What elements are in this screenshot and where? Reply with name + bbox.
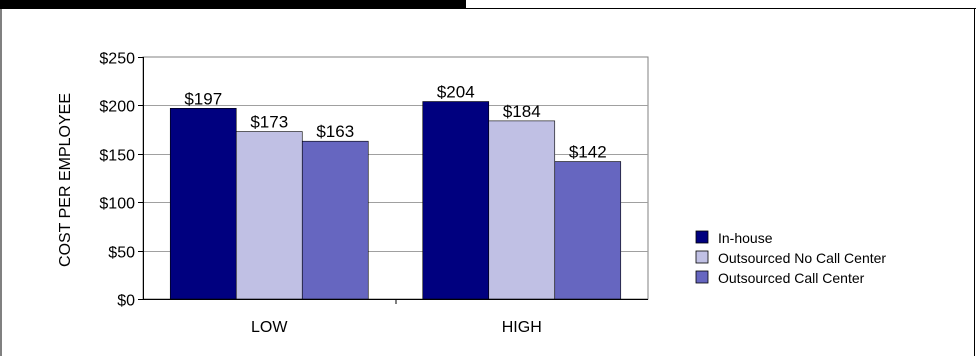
y-tick-label: $50 bbox=[108, 245, 135, 262]
bar bbox=[301, 140, 369, 300]
legend-label: Outsourced No Call Center bbox=[718, 250, 886, 266]
data-label: $142 bbox=[569, 143, 607, 162]
bar bbox=[554, 161, 622, 300]
data-label: $197 bbox=[184, 89, 222, 108]
legend: In-house Outsourced No Call Center Outsour… bbox=[695, 230, 886, 286]
bar bbox=[235, 131, 303, 300]
data-label: $163 bbox=[316, 122, 354, 141]
y-tick-label: $100 bbox=[99, 196, 135, 213]
plot-area: $0 $50 $100 $150 $200 $250 $197 $173 $163 LOW $204… bbox=[99, 51, 649, 336]
bar bbox=[488, 120, 556, 300]
y-axis-title: COST PER EMPLOYEE bbox=[57, 93, 74, 267]
y-tick-label: $150 bbox=[99, 148, 135, 165]
legend-swatch bbox=[695, 230, 709, 244]
bar bbox=[169, 108, 237, 300]
x-tick-label: HIGH bbox=[502, 319, 542, 336]
data-label: $173 bbox=[250, 113, 288, 132]
bar bbox=[422, 101, 490, 300]
x-tick-label: LOW bbox=[251, 319, 288, 336]
y-tick-label: $250 bbox=[99, 51, 135, 68]
data-label: $184 bbox=[503, 102, 541, 121]
legend-swatch bbox=[695, 250, 709, 264]
y-tick-label: $0 bbox=[117, 293, 135, 310]
header-bar bbox=[0, 0, 466, 9]
data-label: $204 bbox=[437, 83, 475, 102]
legend-label: Outsourced Call Center bbox=[718, 270, 865, 286]
legend-swatch bbox=[695, 270, 709, 284]
y-tick-label: $200 bbox=[99, 99, 135, 116]
legend-label: In-house bbox=[718, 230, 773, 246]
